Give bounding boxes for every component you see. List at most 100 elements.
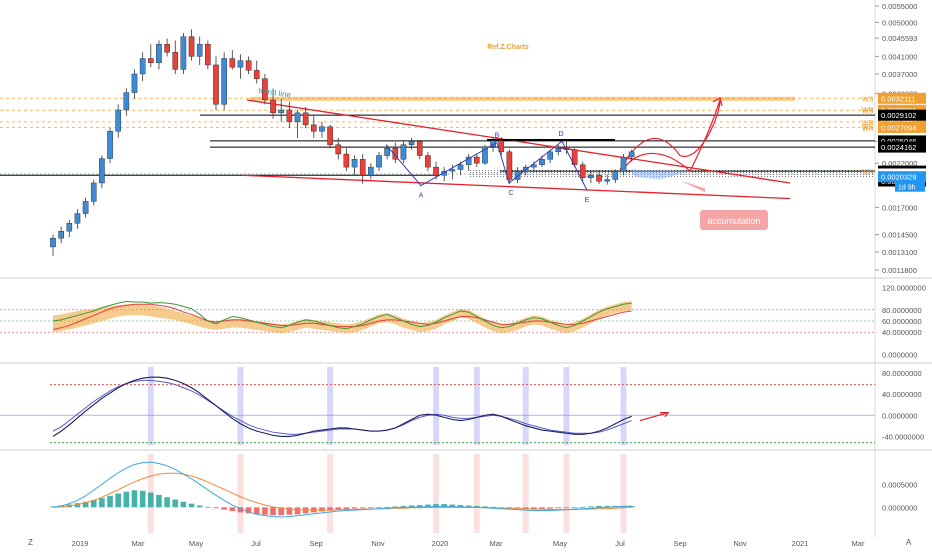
candle-body bbox=[196, 44, 203, 57]
level-tag: WR bbox=[862, 169, 874, 176]
macd-tick-label: 0.0005000 bbox=[882, 480, 917, 489]
lower-trend-line bbox=[241, 174, 791, 200]
black-price-tag: 0.0024162 bbox=[881, 143, 916, 152]
macd-bar bbox=[628, 505, 635, 508]
y-tick-label: 0.0055000 bbox=[882, 2, 917, 11]
x-tick-label: Jul bbox=[251, 539, 261, 548]
macd-bar bbox=[262, 507, 268, 515]
candle-body bbox=[547, 151, 553, 160]
candle-body bbox=[319, 126, 325, 132]
y-tick-label: 0.0011800 bbox=[882, 266, 917, 275]
wave-path bbox=[385, 140, 588, 191]
stoch-blue-line bbox=[52, 379, 632, 435]
macd-highlight bbox=[327, 454, 334, 533]
macd-bar bbox=[408, 505, 415, 508]
orange-price-tag: 0.0027094 bbox=[881, 123, 916, 132]
orange-price-tag: 0.0032111 bbox=[881, 94, 915, 103]
candle-body bbox=[506, 151, 513, 180]
macd-bar bbox=[522, 507, 529, 509]
candle-body bbox=[253, 70, 260, 79]
candle-body bbox=[433, 166, 439, 176]
candle-body bbox=[115, 109, 121, 132]
candle-body bbox=[441, 170, 448, 176]
stoch-highlight bbox=[522, 367, 529, 445]
macd-bar bbox=[148, 492, 154, 508]
stoch-tick-label: 40.0000000 bbox=[882, 390, 922, 399]
x-tick-label: Mar bbox=[490, 539, 503, 548]
candle-body bbox=[384, 148, 390, 156]
macd-bar bbox=[286, 507, 293, 515]
candle-body bbox=[147, 58, 154, 63]
macd-bar bbox=[425, 504, 431, 508]
rsi-tick-label: 60.0000000 bbox=[882, 317, 922, 326]
macd-bar bbox=[205, 506, 211, 508]
accumulation-pointer bbox=[680, 180, 705, 193]
macd-bar bbox=[90, 499, 97, 508]
candle-body bbox=[131, 73, 138, 93]
candle-body bbox=[579, 164, 586, 178]
candle-body bbox=[90, 182, 97, 202]
candle-body bbox=[229, 58, 236, 68]
wave-label: D bbox=[558, 131, 563, 138]
black-price-tag-bg bbox=[878, 141, 926, 153]
timeframe-badge: 1d 9h bbox=[898, 185, 916, 192]
candle-body bbox=[294, 112, 301, 122]
macd-bar bbox=[319, 507, 325, 512]
macd-bar bbox=[335, 507, 342, 510]
macd-bar bbox=[498, 507, 505, 509]
candle-body bbox=[612, 170, 619, 180]
macd-bar bbox=[416, 505, 423, 508]
macd-signal-line bbox=[52, 472, 632, 511]
projection-curve bbox=[619, 99, 721, 170]
macd-bar bbox=[172, 499, 179, 508]
candle-body bbox=[457, 164, 464, 170]
stoch-arrowhead bbox=[660, 412, 670, 418]
y-tick-label: 0.0041000 bbox=[882, 52, 917, 61]
wave-label: C bbox=[508, 190, 513, 197]
level-tag: WR bbox=[862, 107, 874, 114]
rsi-red-line bbox=[52, 303, 632, 330]
macd-bar bbox=[351, 507, 358, 509]
wave-pattern: A B C D E bbox=[385, 131, 615, 204]
macd-highlight bbox=[237, 454, 244, 533]
macd-bar bbox=[294, 507, 301, 515]
x-tick-label: Jul bbox=[615, 539, 625, 548]
candle-body bbox=[221, 58, 227, 105]
candle-body bbox=[465, 156, 472, 165]
candles-group bbox=[50, 29, 635, 257]
macd-bar bbox=[156, 494, 162, 508]
upper-trend-line bbox=[246, 99, 791, 184]
stoch-highlight bbox=[433, 367, 440, 445]
candle-body bbox=[66, 223, 73, 232]
x-tick-label: 2020 bbox=[432, 539, 449, 548]
candle-body bbox=[270, 99, 276, 114]
level-tag: WS bbox=[862, 96, 874, 103]
macd-bar bbox=[188, 503, 195, 508]
rsi-tick-label: 80.0000000 bbox=[882, 306, 922, 315]
candle-body bbox=[82, 201, 89, 214]
macd-highlight bbox=[473, 454, 480, 533]
macd-bar bbox=[490, 506, 496, 508]
candle-body bbox=[343, 153, 350, 168]
candle-body bbox=[596, 175, 602, 182]
candle-body bbox=[139, 58, 146, 75]
macd-bar bbox=[555, 507, 562, 509]
accumulation-label: accumulation bbox=[707, 216, 760, 226]
candle-body bbox=[278, 109, 285, 114]
wave-label: E bbox=[585, 197, 590, 204]
y-tick-label: 0.0050000 bbox=[882, 18, 917, 27]
candle-body bbox=[107, 131, 113, 159]
candle-body bbox=[368, 166, 374, 176]
candle-body bbox=[188, 36, 195, 57]
rsi-green-line bbox=[52, 300, 632, 330]
macd-bar bbox=[253, 507, 260, 515]
candle-body bbox=[482, 146, 488, 164]
orange-price-tag-bg bbox=[878, 121, 926, 133]
candle-body bbox=[74, 213, 81, 224]
stoch-highlight bbox=[563, 367, 570, 445]
stoch-arrow bbox=[639, 412, 669, 422]
current-price-tag: 0.0020329 bbox=[881, 173, 916, 182]
level-tag: WS bbox=[862, 109, 874, 116]
